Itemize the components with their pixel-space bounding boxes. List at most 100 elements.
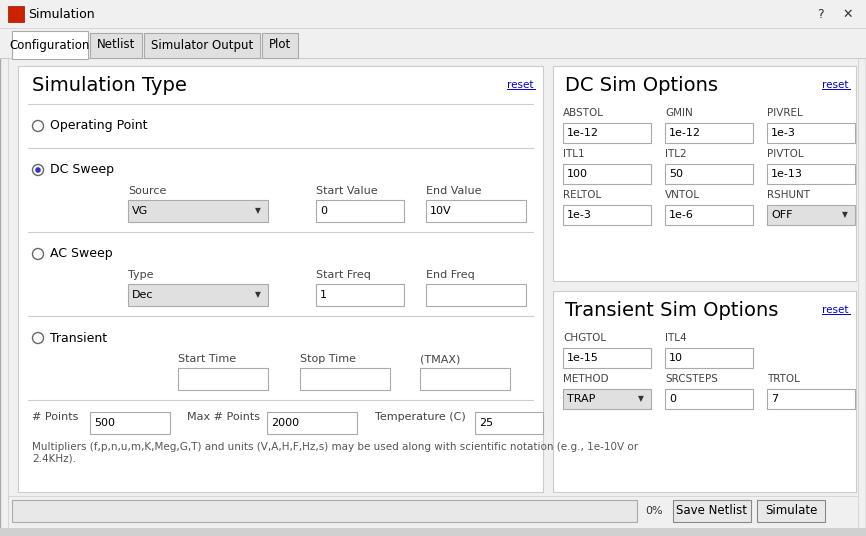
Text: Save Netlist: Save Netlist	[676, 504, 747, 517]
Bar	[90, 33, 142, 58]
Text: 25: 25	[479, 418, 493, 428]
Bar	[665, 123, 753, 143]
Text: 10: 10	[669, 353, 683, 363]
Text: 1e-15: 1e-15	[567, 353, 599, 363]
Text: 1: 1	[320, 290, 327, 300]
Text: AC Sweep: AC Sweep	[50, 248, 113, 260]
Text: ITL4: ITL4	[665, 333, 687, 343]
Text: 50: 50	[669, 169, 683, 179]
Bar	[262, 33, 298, 58]
Text: Multipliers (f,p,n,u,m,K,Meg,G,T) and units (V,A,H,F,Hz,s) may be used along wit: Multipliers (f,p,n,u,m,K,Meg,G,T) and un…	[32, 442, 638, 464]
Text: Dec: Dec	[132, 290, 153, 300]
Text: OFF: OFF	[771, 210, 792, 220]
Text: End Value: End Value	[426, 186, 481, 196]
Text: End Freq: End Freq	[426, 270, 475, 280]
Bar	[18, 66, 543, 492]
Text: ▼: ▼	[638, 394, 644, 404]
Text: Simulation Type: Simulation Type	[32, 76, 187, 95]
Bar	[665, 164, 753, 184]
Bar	[144, 33, 260, 58]
Text: 2000: 2000	[271, 418, 299, 428]
Circle shape	[33, 249, 43, 259]
Bar	[300, 368, 390, 390]
Text: 0: 0	[320, 206, 327, 216]
Bar	[90, 412, 170, 434]
Circle shape	[36, 167, 41, 173]
Text: ITL1: ITL1	[563, 149, 585, 159]
Text: 1e-3: 1e-3	[771, 128, 796, 138]
Bar	[767, 164, 855, 184]
Text: CHGTOL: CHGTOL	[563, 333, 606, 343]
Bar	[0, 0, 866, 28]
Bar	[128, 200, 268, 222]
Text: DC Sweep: DC Sweep	[50, 163, 114, 176]
Bar	[12, 31, 88, 59]
Text: ▼: ▼	[255, 206, 261, 215]
Text: ITL2: ITL2	[665, 149, 687, 159]
Circle shape	[33, 121, 43, 131]
Bar	[12, 500, 637, 522]
Text: Configuration: Configuration	[10, 39, 90, 51]
Text: RSHUNT: RSHUNT	[767, 190, 810, 200]
Text: 1e-12: 1e-12	[669, 128, 701, 138]
Text: Start Freq: Start Freq	[316, 270, 371, 280]
Text: 0: 0	[669, 394, 676, 404]
Text: Plot: Plot	[268, 39, 291, 51]
Text: ABSTOL: ABSTOL	[563, 108, 604, 118]
Text: Simulation: Simulation	[28, 8, 94, 20]
Text: 0%: 0%	[645, 506, 662, 516]
Bar	[426, 284, 526, 306]
Bar	[8, 496, 858, 528]
Circle shape	[33, 332, 43, 344]
Bar	[563, 389, 651, 409]
Bar	[563, 164, 651, 184]
Bar	[426, 200, 526, 222]
Text: ?: ?	[817, 8, 824, 20]
Text: Start Value: Start Value	[316, 186, 378, 196]
Text: 1e-12: 1e-12	[567, 128, 599, 138]
Bar	[757, 500, 825, 522]
Text: METHOD: METHOD	[563, 374, 609, 384]
Bar	[563, 205, 651, 225]
Text: VG: VG	[132, 206, 148, 216]
Text: ▼: ▼	[842, 211, 848, 220]
Text: 7: 7	[771, 394, 779, 404]
Text: Transient Sim Options: Transient Sim Options	[565, 301, 779, 320]
Bar	[665, 205, 753, 225]
Text: Simulator Output: Simulator Output	[151, 39, 253, 51]
Bar	[267, 412, 357, 434]
Text: Start Time: Start Time	[178, 354, 236, 364]
Bar	[316, 200, 404, 222]
Text: RELTOL: RELTOL	[563, 190, 601, 200]
Text: Netlist: Netlist	[97, 39, 135, 51]
Bar	[316, 284, 404, 306]
Bar	[563, 123, 651, 143]
Bar	[563, 348, 651, 368]
Bar	[0, 528, 866, 536]
Text: Transient: Transient	[50, 331, 107, 345]
Text: Temperature (C): Temperature (C)	[375, 412, 466, 422]
Text: PIVREL: PIVREL	[767, 108, 803, 118]
Text: ✕: ✕	[843, 8, 853, 20]
Text: 1e-13: 1e-13	[771, 169, 803, 179]
Bar	[665, 348, 753, 368]
Text: reset: reset	[507, 80, 533, 90]
Bar	[8, 58, 858, 498]
Bar	[767, 205, 855, 225]
Bar	[767, 389, 855, 409]
Text: PIVTOL: PIVTOL	[767, 149, 804, 159]
Text: TRAP: TRAP	[567, 394, 596, 404]
Text: GMIN: GMIN	[665, 108, 693, 118]
Bar	[178, 368, 268, 390]
Bar	[0, 28, 866, 58]
Text: ▼: ▼	[255, 291, 261, 300]
Text: Operating Point: Operating Point	[50, 120, 147, 132]
Text: 1e-6: 1e-6	[669, 210, 694, 220]
Text: 500: 500	[94, 418, 115, 428]
Bar	[673, 500, 751, 522]
Text: 1e-3: 1e-3	[567, 210, 591, 220]
Bar	[553, 66, 856, 281]
Text: reset: reset	[822, 305, 849, 315]
Circle shape	[33, 165, 43, 175]
Text: 10V: 10V	[430, 206, 452, 216]
